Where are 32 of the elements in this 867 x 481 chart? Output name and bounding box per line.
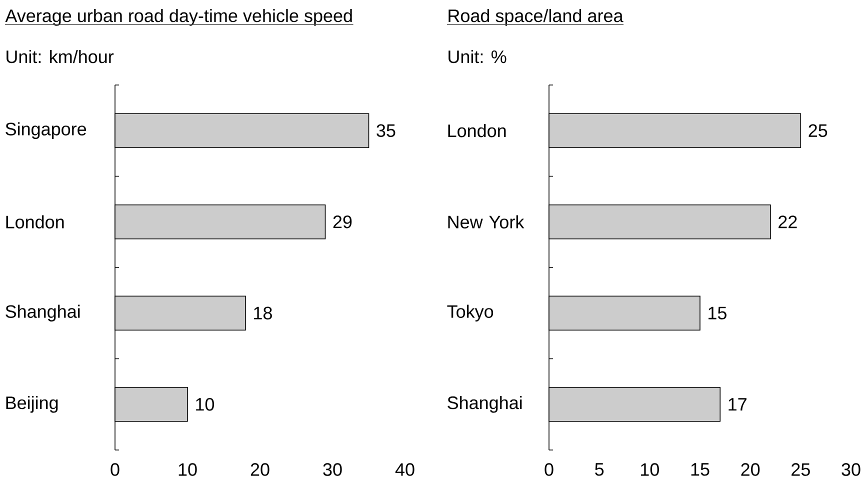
y-tick-label: Tokyo xyxy=(447,304,494,322)
data-label: 15 xyxy=(708,306,726,320)
y-tick-label: Beijing xyxy=(6,396,58,413)
data-label: 35 xyxy=(376,124,396,137)
y-tick-label: London xyxy=(448,124,506,138)
data-label: 10 xyxy=(196,398,214,411)
y-tick-label: Singapore xyxy=(6,122,86,140)
x-tick-label: 25 xyxy=(792,463,810,476)
x-tick-label: 20 xyxy=(250,463,270,476)
chart-subtitle: Unit: km/hour xyxy=(6,50,114,64)
x-tick-label: 30 xyxy=(842,463,860,476)
x-tick-label: 0 xyxy=(110,463,120,476)
x-tick-label: 20 xyxy=(741,463,760,476)
x-tick-label: 40 xyxy=(395,463,414,476)
data-label: 25 xyxy=(808,124,828,137)
chart-title: Road space/land area xyxy=(448,8,624,26)
x-tick-label: 30 xyxy=(323,463,342,476)
data-label: 18 xyxy=(254,306,272,320)
data-label: 22 xyxy=(778,216,797,228)
x-tick-label: 15 xyxy=(691,463,710,476)
y-tick-label: Shanghai xyxy=(448,396,522,413)
chart-title: Average urban road day-time vehicle speed xyxy=(5,8,352,26)
y-tick-label: London xyxy=(6,215,64,228)
y-tick-label: New York xyxy=(448,215,524,228)
x-tick-label: 10 xyxy=(178,463,197,476)
x-tick-label: 0 xyxy=(544,463,554,476)
data-label: 17 xyxy=(728,398,746,411)
chart-subtitle: Unit: % xyxy=(448,50,506,64)
x-tick-label: 10 xyxy=(641,463,659,476)
y-tick-label: Shanghai xyxy=(6,304,80,322)
x-tick-label: 5 xyxy=(595,463,604,476)
data-label: 29 xyxy=(333,215,352,228)
